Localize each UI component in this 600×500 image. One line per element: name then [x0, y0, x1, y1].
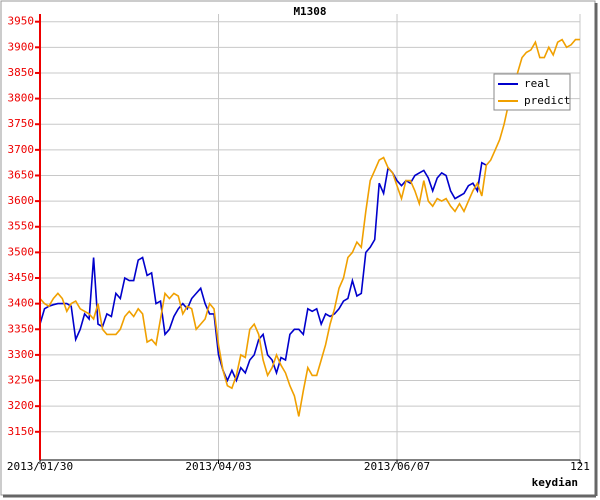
- legend-label: real: [524, 77, 551, 90]
- chart-title: M1308: [293, 5, 326, 18]
- y-tick-label: 3650: [8, 168, 35, 181]
- y-tick-label: 3500: [8, 245, 35, 258]
- y-tick-label: 3950: [8, 15, 35, 28]
- y-tick-label: 3200: [8, 399, 35, 412]
- x-tick-label: 2013/04/03: [185, 460, 251, 473]
- y-tick-label: 3400: [8, 297, 35, 310]
- x-axis-label: keydian: [532, 476, 578, 489]
- y-tick-label: 3350: [8, 322, 35, 335]
- y-tick-label: 3250: [8, 374, 35, 387]
- y-tick-label: 3300: [8, 348, 35, 361]
- y-tick-label: 3850: [8, 66, 35, 79]
- x-tick-label: 2013/06/07: [364, 460, 430, 473]
- y-tick-label: 3750: [8, 117, 35, 130]
- y-tick-label: 3700: [8, 143, 35, 156]
- y-tick-label: 3900: [8, 40, 35, 53]
- x-tick-label: 2013/01/30: [7, 460, 73, 473]
- y-tick-label: 3800: [8, 92, 35, 105]
- y-tick-label: 3600: [8, 194, 35, 207]
- y-tick-label: 3550: [8, 220, 35, 233]
- y-tick-label: 3150: [8, 425, 35, 438]
- data-line: [39, 38, 580, 417]
- legend-box: [493, 73, 571, 111]
- data-line: [39, 161, 487, 383]
- y-tick-label: 3450: [8, 271, 35, 284]
- legend-label: predict: [524, 94, 570, 107]
- x-tick-label: 121: [570, 460, 590, 473]
